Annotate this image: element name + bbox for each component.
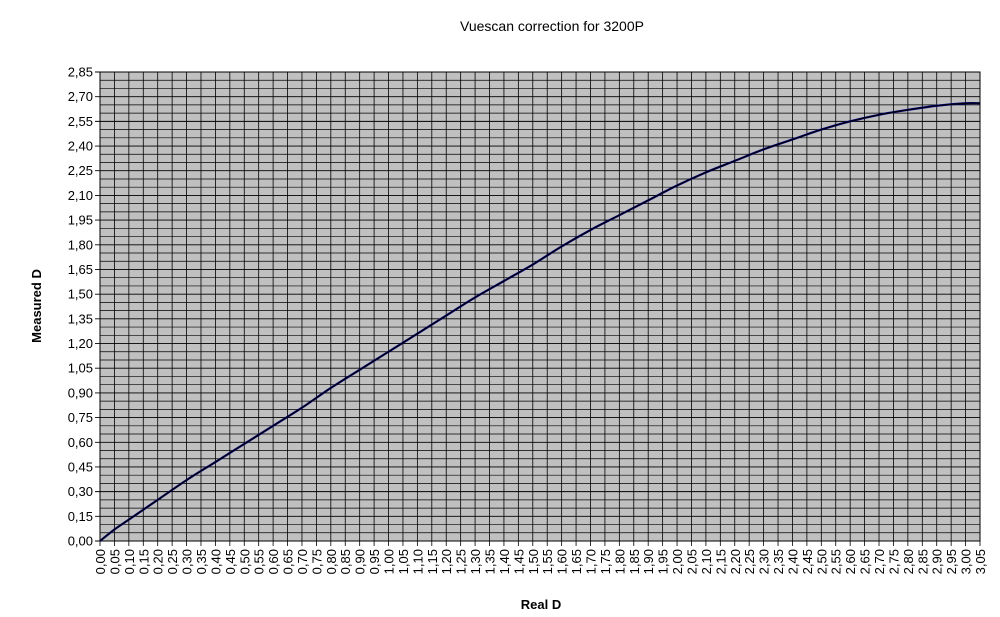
x-tick-label: 1,55 [540,549,555,574]
x-tick-label: 1,95 [656,549,671,574]
x-tick-label: 2,50 [814,549,829,574]
y-tick-label: 2,10 [68,188,93,203]
x-tick-label: 1,75 [598,549,613,574]
x-tick-label: 2,15 [713,549,728,574]
y-tick-label: 0,90 [68,385,93,400]
x-tick-label: 0,40 [208,549,223,574]
x-tick-label: 1,50 [526,549,541,574]
x-tick-label: 2,80 [901,549,916,574]
x-tick-label: 1,25 [454,549,469,574]
x-tick-label: 1,45 [511,549,526,574]
x-tick-label: 0,20 [151,549,166,574]
x-tick-label: 1,00 [382,549,397,574]
x-tick-label: 2,90 [930,549,945,574]
trend-line [99,102,981,542]
y-axis-title: Measured D [29,269,44,343]
x-tick-label: 2,30 [757,549,772,574]
y-tick-label: 0,15 [68,509,93,524]
x-tick-label: 2,75 [886,549,901,574]
y-tick-label: 0,60 [68,435,93,450]
y-tick-label: 1,65 [68,262,93,277]
x-tick-label: 0,75 [309,549,324,574]
x-tick-label: 0,25 [165,549,180,574]
y-tick-label: 2,55 [68,114,93,129]
y-tick-label: 0,45 [68,459,93,474]
x-tick-label: 2,35 [771,549,786,574]
y-tick-label: 2,85 [68,65,93,80]
x-tick-label: 1,15 [425,549,440,574]
x-tick-label: 2,05 [684,549,699,574]
x-tick-label: 1,90 [641,549,656,574]
y-tick-label: 2,70 [68,89,93,104]
x-tick-label: 0,55 [252,549,267,574]
x-tick-label: 1,60 [555,549,570,574]
x-tick-label: 2,65 [858,549,873,574]
x-tick-label: 0,85 [338,549,353,574]
x-tick-label: 0,70 [295,549,310,574]
x-tick-label: 1,20 [439,549,454,574]
x-tick-label: 1,40 [497,549,512,574]
x-tick-label: 2,55 [829,549,844,574]
x-tick-label: 3,05 [973,549,988,574]
chart-title: Vuescan correction for 3200P [460,18,644,34]
x-tick-label: 2,20 [728,549,743,574]
plot-area [100,72,980,541]
x-tick-label: 0,90 [353,549,368,574]
x-tick-label: 1,70 [583,549,598,574]
y-tick-label: 2,40 [68,139,93,154]
x-tick-label: 2,60 [843,549,858,574]
x-tick-label: 0,35 [194,549,209,574]
x-tick-label: 1,65 [569,549,584,574]
plot-frame [99,71,981,542]
y-tick-label: 1,35 [68,311,93,326]
x-tick-label: 1,85 [627,549,642,574]
x-tick-label: 1,05 [396,549,411,574]
x-tick-label: 0,10 [122,549,137,574]
x-tick-label: 1,30 [468,549,483,574]
x-tick-label: 1,10 [410,549,425,574]
x-axis-title: Real D [521,597,561,612]
x-tick-label: 0,15 [136,549,151,574]
x-tick-label: 0,80 [324,549,339,574]
x-tick-label: 2,00 [670,549,685,574]
x-tick-label: 0,65 [281,549,296,574]
x-tick-label: 2,45 [800,549,815,574]
y-tick-label: 1,20 [68,336,93,351]
y-tick-label: 2,25 [68,163,93,178]
x-tick-label: 2,95 [944,549,959,574]
y-tick-label: 1,80 [68,237,93,252]
y-tick-label: 0,00 [68,534,93,549]
x-tick-label: 0,05 [107,549,122,574]
x-tick-label: 0,00 [93,549,108,574]
y-tick-label: 1,95 [68,213,93,228]
y-tick-label: 1,05 [68,361,93,376]
x-tick-label: 2,85 [915,549,930,574]
y-tick-label: 0,75 [68,410,93,425]
x-tick-label: 1,80 [612,549,627,574]
x-tick-label: 2,25 [742,549,757,574]
x-tick-label: 2,70 [872,549,887,574]
x-tick-label: 0,45 [223,549,238,574]
x-tick-label: 0,30 [180,549,195,574]
x-tick-label: 2,40 [785,549,800,574]
x-tick-label: 1,35 [483,549,498,574]
x-tick-label: 3,00 [959,549,974,574]
x-tick-label: 0,95 [367,549,382,574]
x-tick-label: 0,50 [237,549,252,574]
x-tick-label: 0,60 [266,549,281,574]
y-tick-label: 0,30 [68,484,93,499]
x-tick-label: 2,10 [699,549,714,574]
y-tick-label: 1,50 [68,287,93,302]
